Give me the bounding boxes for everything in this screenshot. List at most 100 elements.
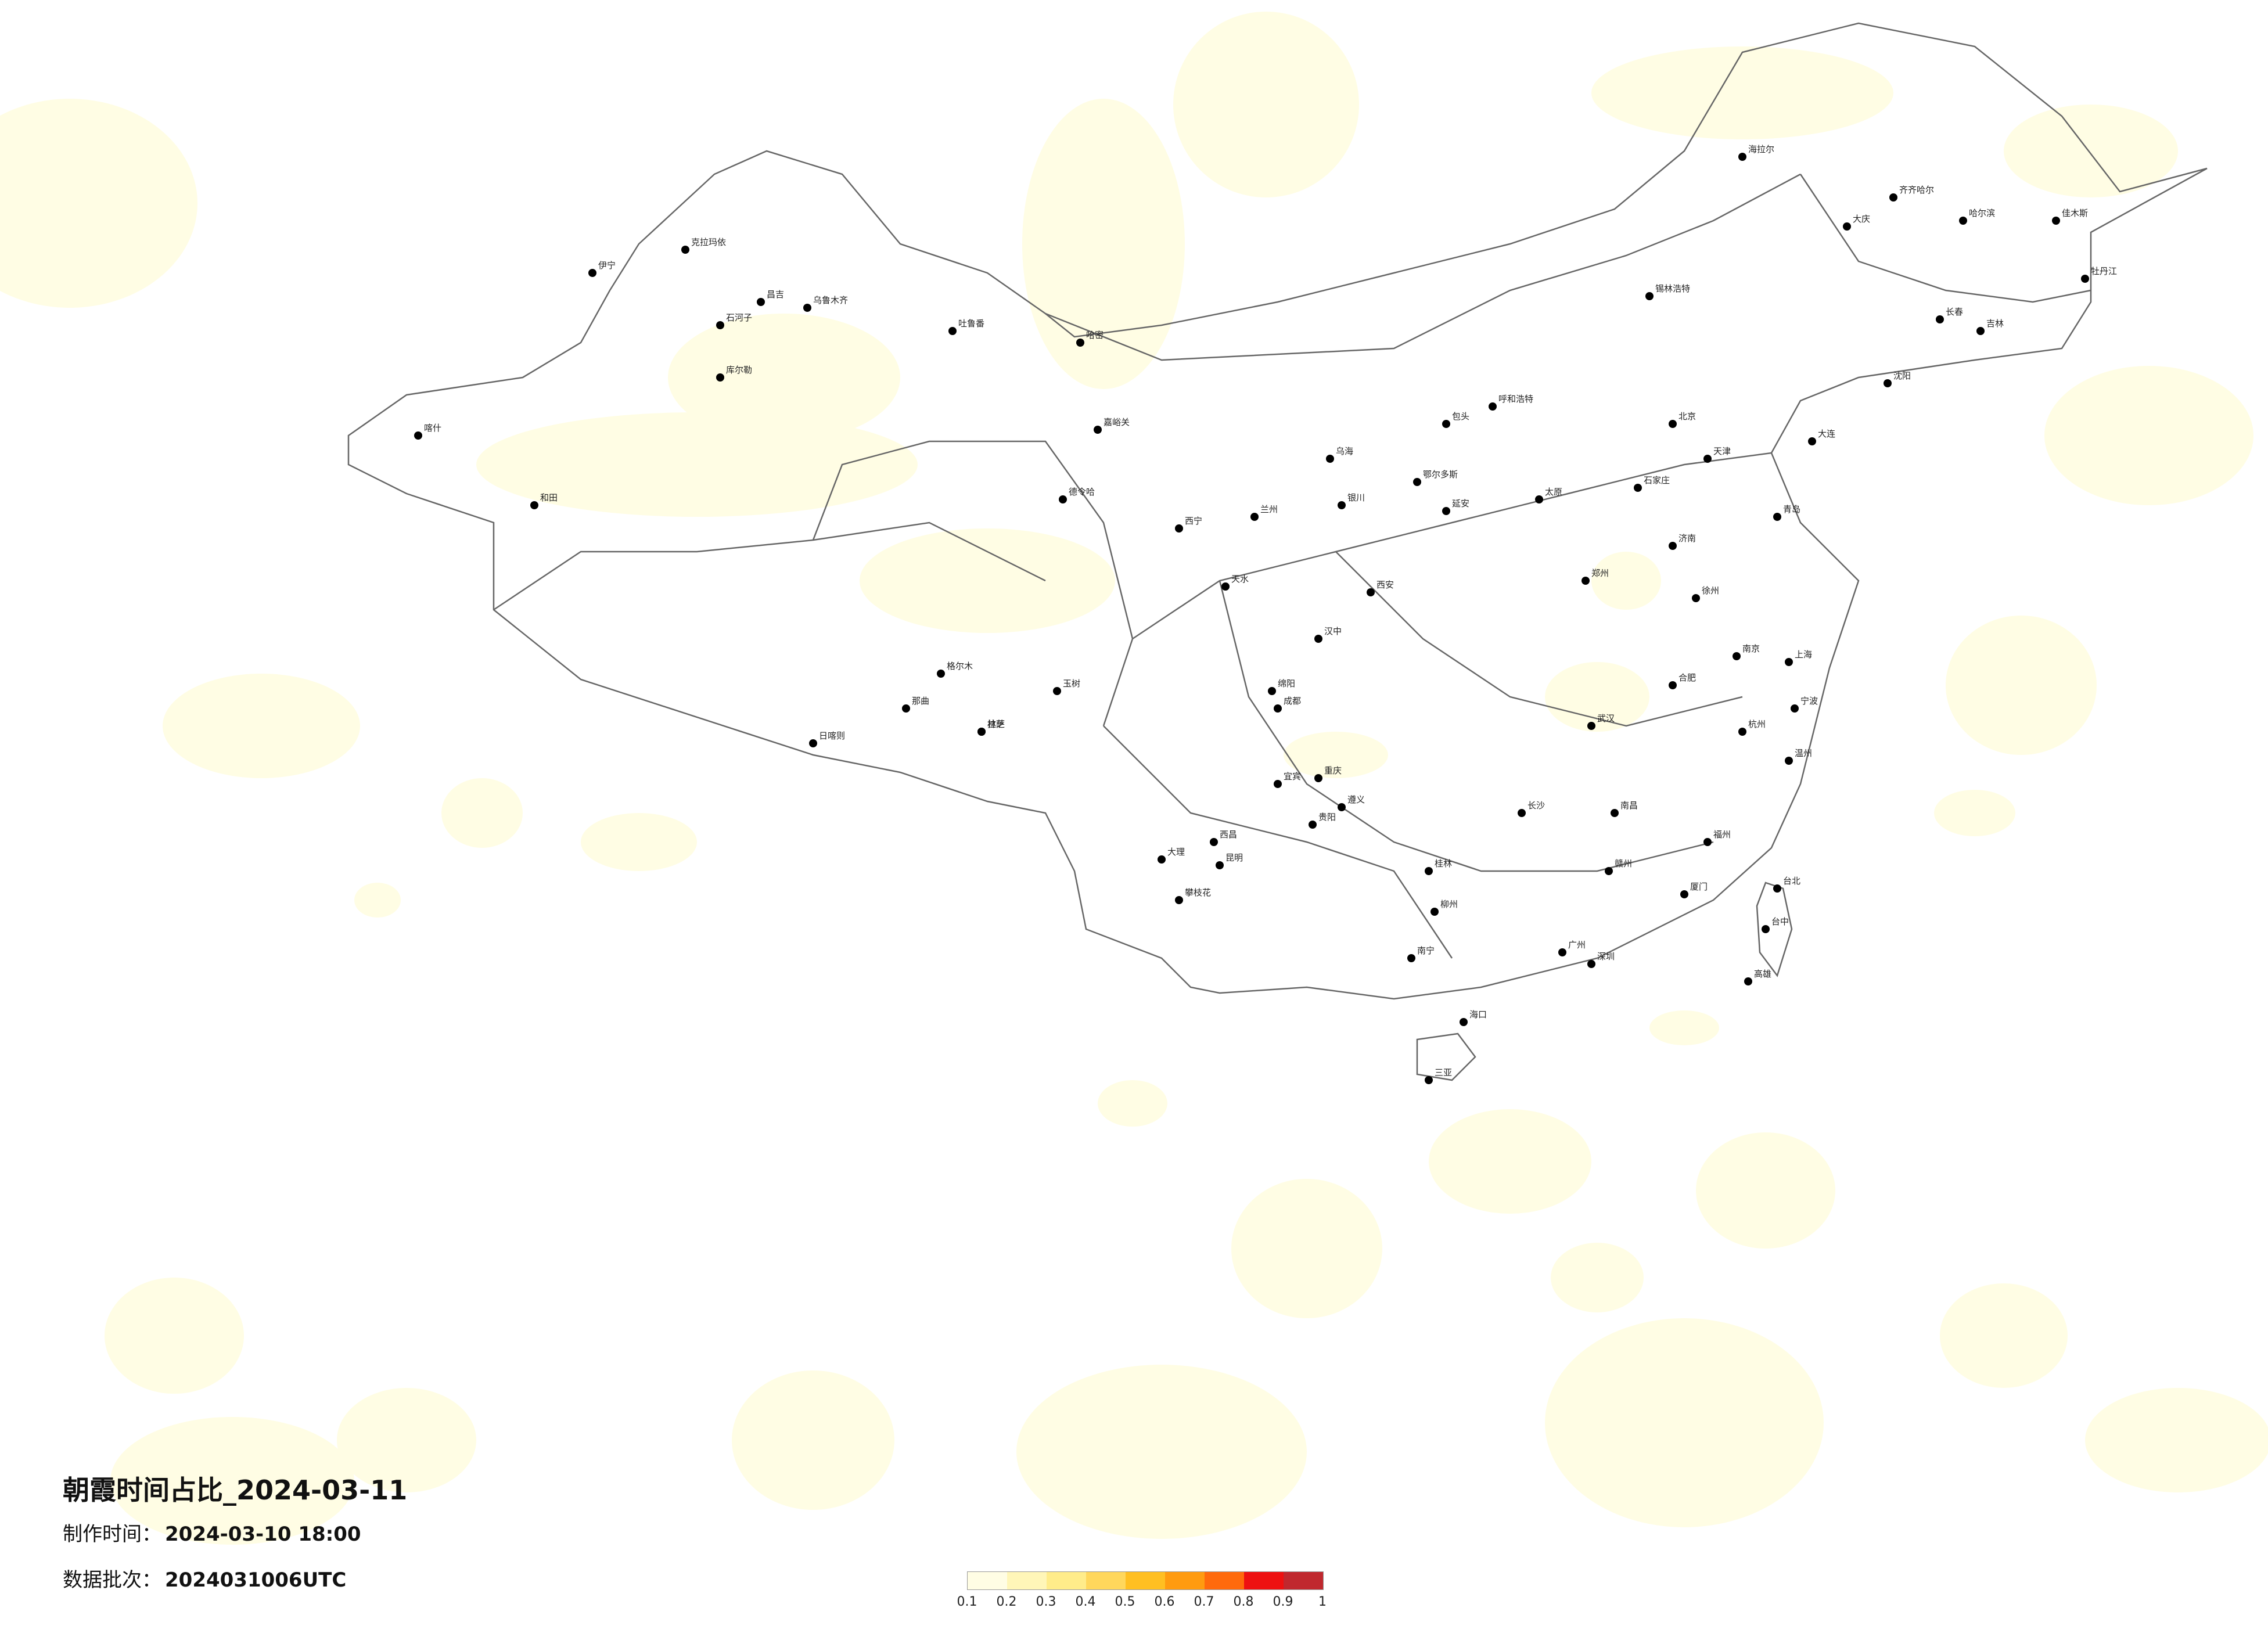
city-label: 高雄 <box>1754 969 1771 979</box>
city-marker <box>1645 292 1654 300</box>
legend-swatch <box>1205 1572 1244 1589</box>
city-marker <box>1582 577 1590 585</box>
city-marker <box>1611 809 1619 817</box>
city-label: 武汉 <box>1597 713 1615 724</box>
city-label: 格尔木 <box>947 661 973 671</box>
taiwan <box>1756 882 1793 977</box>
heat-patch <box>0 99 197 308</box>
heat-patch <box>1551 1243 1644 1312</box>
city-marker <box>1158 855 1166 864</box>
city-marker <box>1425 1076 1433 1084</box>
city-marker <box>1744 977 1752 985</box>
heat-patch <box>1696 1132 1835 1249</box>
city-label: 林芝 <box>987 719 1005 729</box>
city-label: 遵义 <box>1347 794 1365 805</box>
legend-swatch <box>1047 1572 1086 1589</box>
city-label: 库尔勒 <box>726 365 752 375</box>
production-time: 制作时间： 2024-03-10 18:00 <box>63 1518 407 1546</box>
city-marker <box>1425 867 1433 875</box>
city-label: 沈阳 <box>1893 370 1911 381</box>
city-label: 昌吉 <box>767 289 784 300</box>
heat-patch <box>1946 616 2097 755</box>
city-marker <box>1274 780 1282 788</box>
city-marker <box>1250 513 1259 521</box>
city-label: 兰州 <box>1260 504 1278 515</box>
city-label: 嘉峪关 <box>1104 417 1130 427</box>
legend-swatch <box>968 1572 1007 1589</box>
city-label: 攀枝花 <box>1185 887 1211 898</box>
city-marker <box>1669 681 1677 689</box>
city-marker <box>1773 884 1781 893</box>
data-batch: 数据批次： 2024031006UTC <box>63 1564 407 1592</box>
city-label: 齐齐哈尔 <box>1899 185 1934 195</box>
city-marker <box>1692 594 1700 602</box>
heat-patch <box>1231 1179 1382 1318</box>
city-marker <box>1535 495 1543 503</box>
production-time-value: 2024-03-10 18:00 <box>165 1523 361 1546</box>
city-marker <box>1413 478 1421 486</box>
city-marker <box>1738 153 1746 161</box>
inner-mongolia-border <box>1045 173 1801 361</box>
city-marker <box>803 304 811 312</box>
heat-patch <box>581 813 697 871</box>
city-marker <box>1210 838 1218 846</box>
heat-patch <box>1591 46 1893 139</box>
city-marker <box>2052 217 2060 225</box>
city-marker <box>1314 774 1322 782</box>
city-marker <box>1326 455 1334 463</box>
city-marker <box>1430 908 1439 916</box>
city-label: 鄂尔多斯 <box>1423 469 1458 480</box>
city-marker <box>1076 339 1084 347</box>
color-legend: 0.1 0.2 0.3 0.4 0.5 0.6 0.7 0.8 0.9 1 <box>957 1571 1327 1609</box>
city-marker <box>809 739 817 747</box>
city-label: 吉林 <box>1986 318 2004 329</box>
city-label: 南宁 <box>1417 945 1435 956</box>
city-label: 柳州 <box>1440 899 1458 909</box>
city-label: 南京 <box>1742 643 1760 654</box>
heat-patch <box>354 883 401 918</box>
city-label: 绵阳 <box>1278 678 1295 689</box>
china-outline <box>347 22 2208 1000</box>
city-label: 乌鲁木齐 <box>813 295 848 305</box>
city-marker <box>1274 704 1282 713</box>
city-label: 宜宾 <box>1284 771 1301 782</box>
city-marker <box>1314 635 1322 643</box>
heat-patch <box>1649 1010 1719 1045</box>
heat-patch <box>668 314 900 441</box>
city-label: 天津 <box>1713 446 1731 456</box>
city-marker <box>1889 193 1897 202</box>
city-label: 郑州 <box>1591 568 1609 578</box>
city-label: 台中 <box>1771 916 1789 927</box>
city-marker <box>530 501 538 509</box>
northeast-border <box>1799 174 2091 303</box>
city-marker <box>588 269 596 277</box>
city-marker <box>1738 728 1746 736</box>
city-label: 宁波 <box>1800 696 1818 706</box>
city-marker <box>1367 588 1375 596</box>
heat-patch <box>105 1278 244 1394</box>
city-label: 广州 <box>1568 940 1586 950</box>
city-label: 三亚 <box>1435 1067 1452 1078</box>
legend-tick-label: 0.3 <box>1036 1595 1056 1609</box>
hainan <box>1416 1033 1476 1081</box>
central-border-3 <box>1335 551 1743 727</box>
legend-tick-label: 0.6 <box>1154 1595 1175 1609</box>
heat-patch <box>1173 12 1359 197</box>
legend-swatch <box>1086 1572 1126 1589</box>
city-marker <box>1518 809 1526 817</box>
city-label: 西昌 <box>1220 829 1237 840</box>
central-border-2 <box>1219 580 1714 872</box>
legend-tick-label: 0.9 <box>1273 1595 1293 1609</box>
city-marker <box>1773 513 1781 521</box>
city-label: 南昌 <box>1620 800 1638 811</box>
city-marker <box>1442 507 1450 515</box>
heat-patch <box>110 1417 354 1545</box>
heat-patch <box>1022 99 1185 389</box>
city-label: 济南 <box>1678 533 1696 544</box>
city-marker <box>1733 652 1741 660</box>
legend-swatch <box>1165 1572 1205 1589</box>
city-marker <box>1884 379 1892 387</box>
production-time-label: 制作时间： <box>63 1523 161 1546</box>
